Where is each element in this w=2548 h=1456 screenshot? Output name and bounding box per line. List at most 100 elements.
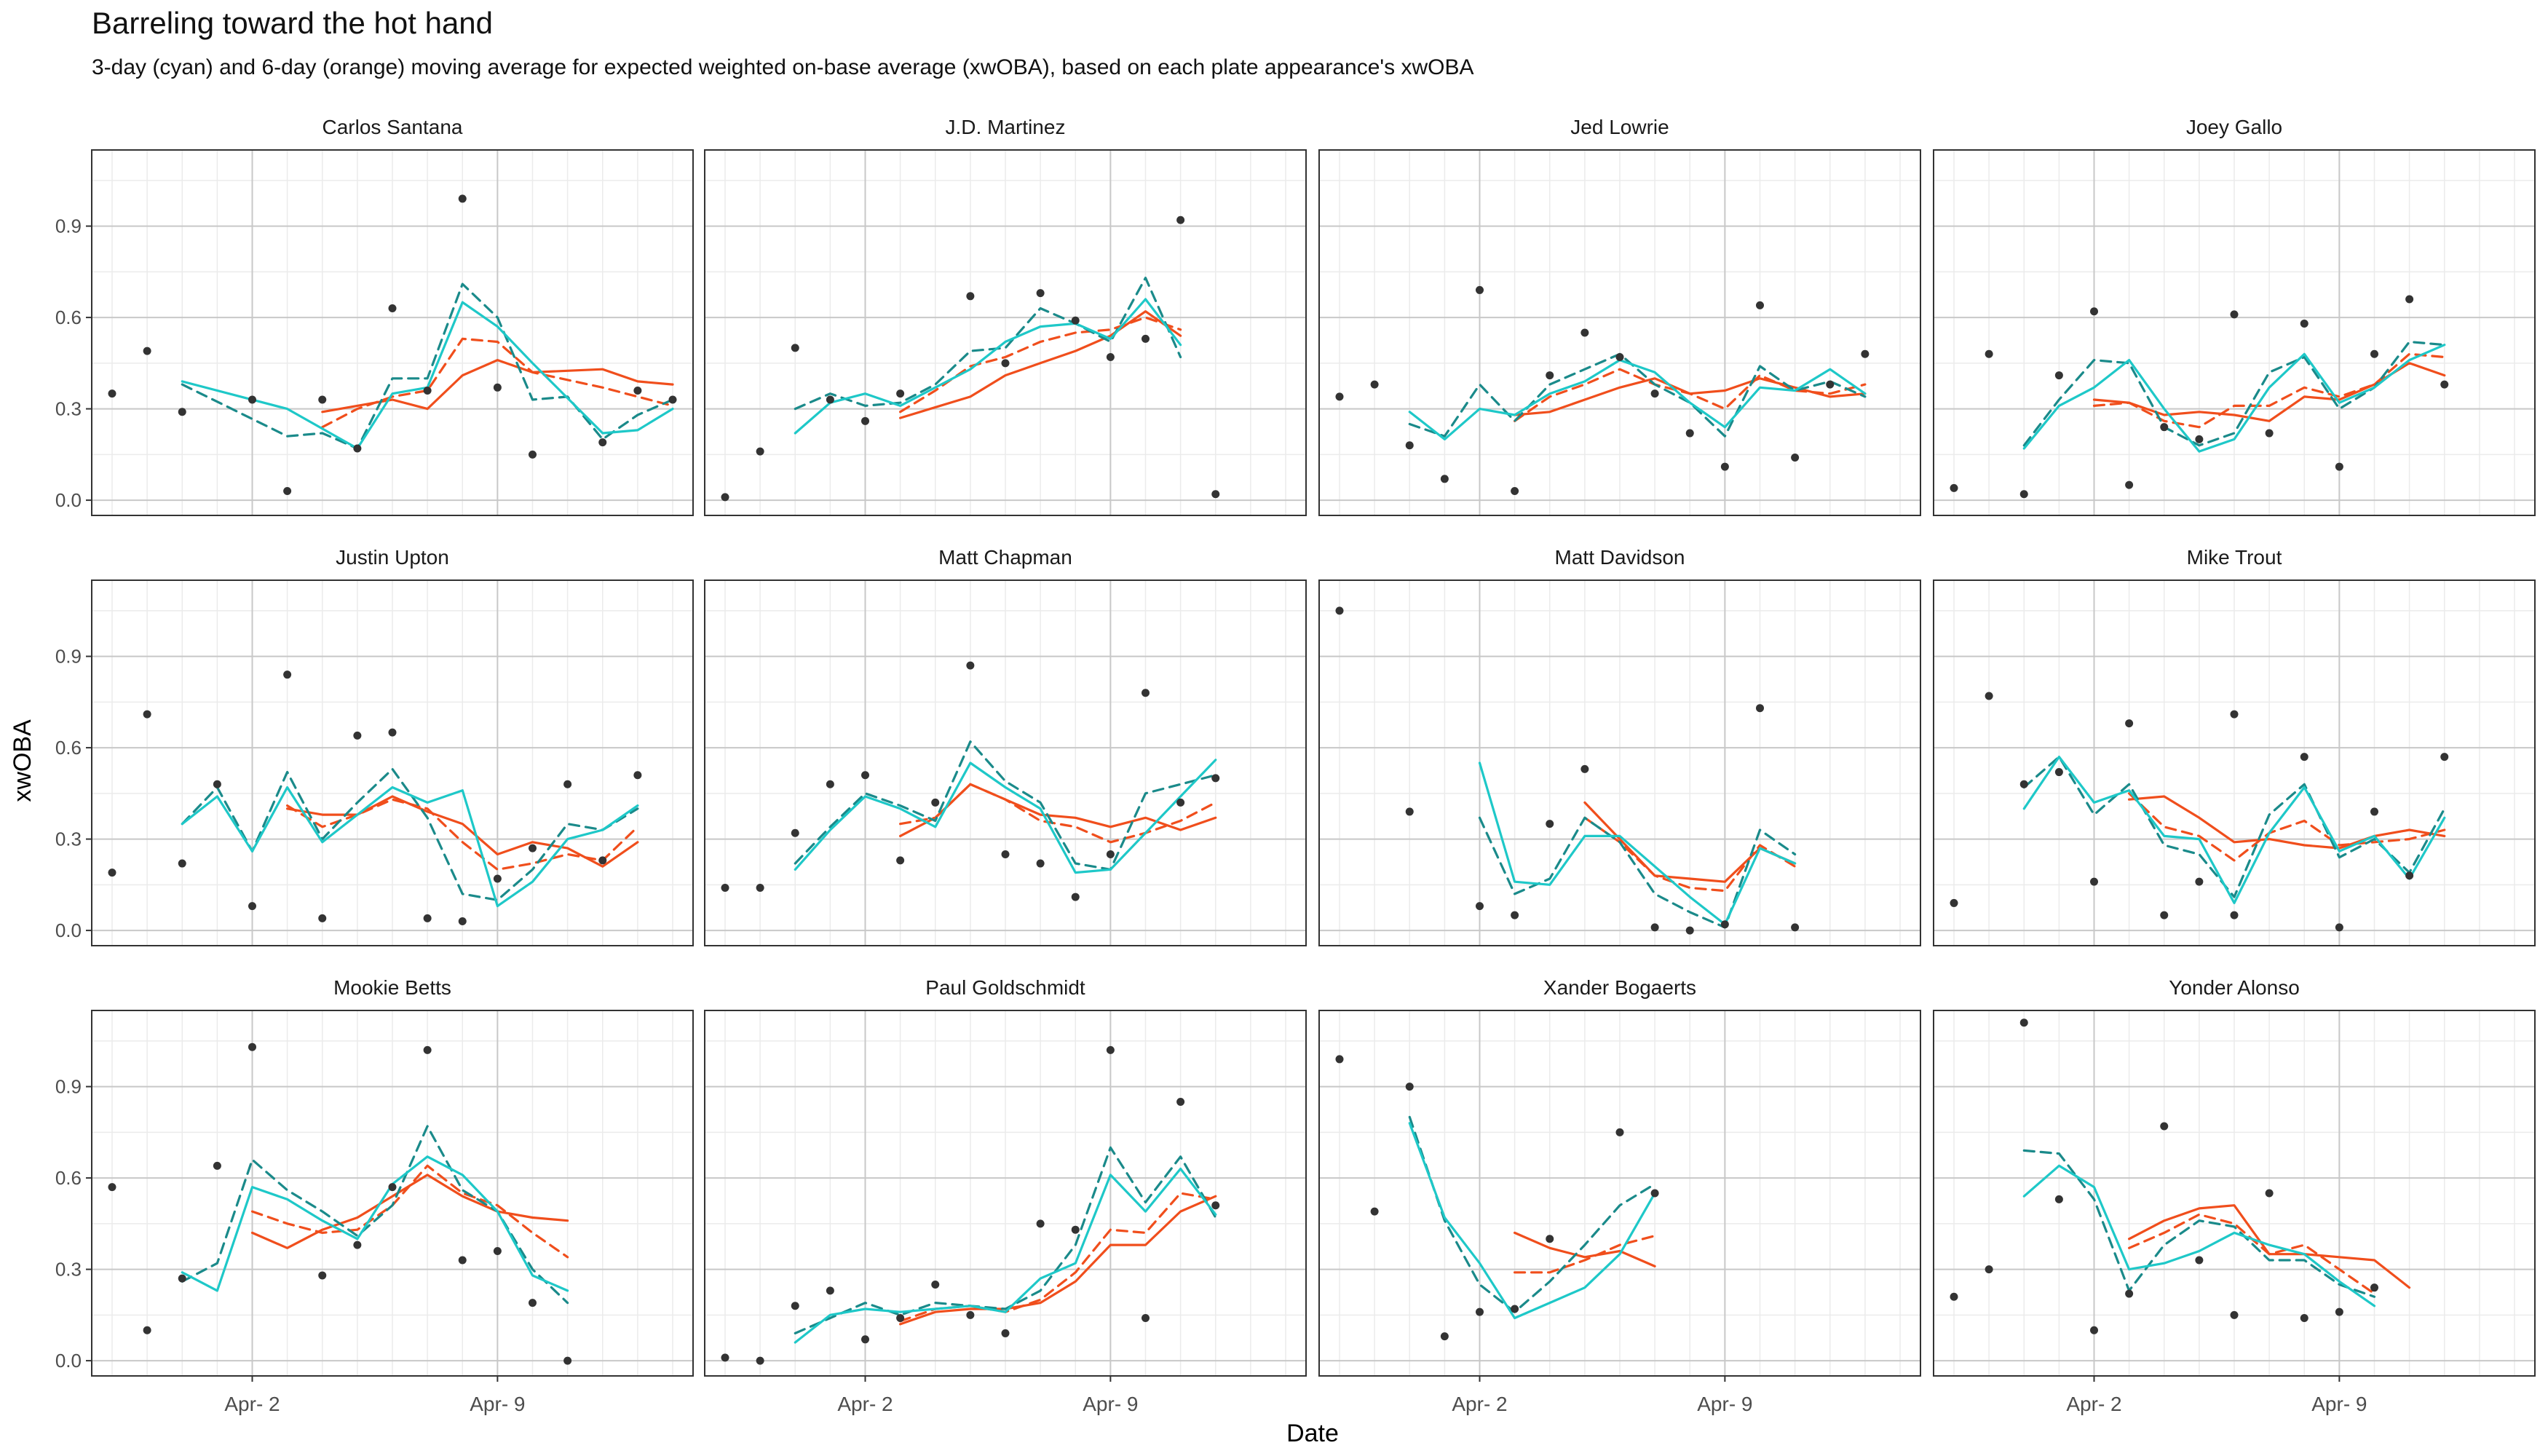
series-6day-line	[898, 1195, 1217, 1326]
data-point	[248, 902, 256, 911]
data-point	[2125, 1289, 2134, 1298]
data-point	[143, 347, 151, 355]
series-3day-line	[1408, 359, 1867, 441]
data-point	[2090, 877, 2098, 886]
data-point	[2230, 310, 2239, 319]
panel-title: Paul Goldschmidt	[925, 976, 1085, 999]
data-point	[2265, 429, 2274, 438]
panel: Jed Lowrie	[1318, 116, 1921, 516]
data-point	[966, 292, 975, 301]
data-point	[826, 395, 834, 404]
data-point	[1950, 898, 1958, 907]
data-point	[2300, 319, 2308, 328]
data-point	[633, 386, 642, 395]
data-point	[2160, 423, 2169, 432]
data-point	[1001, 850, 1010, 858]
y-tick-label: 0.9	[55, 1076, 82, 1098]
data-point	[2090, 307, 2098, 316]
panel-title: Yonder Alonso	[2169, 976, 2300, 999]
series-6day-dashed-line	[2092, 352, 2446, 429]
data-point	[2019, 780, 2028, 788]
panel: Justin Upton 0.0 0.3 0.6 0.9	[55, 546, 694, 946]
panel-border	[1933, 1010, 2536, 1377]
data-point	[2335, 462, 2343, 471]
data-point	[1650, 923, 1659, 932]
y-tick-label: 0.0	[55, 489, 82, 511]
data-point	[108, 389, 116, 398]
data-point	[1142, 1314, 1150, 1323]
y-tick-label: 0.0	[55, 919, 82, 941]
data-point	[791, 344, 799, 352]
data-point	[2019, 490, 2028, 499]
y-tick-label: 0.3	[55, 1259, 82, 1281]
panel-border	[1933, 579, 2536, 946]
data-point	[2019, 1018, 2028, 1027]
panel: J.D. Martinez	[704, 116, 1307, 516]
data-point	[2405, 295, 2414, 304]
data-point	[2335, 923, 2343, 932]
data-point	[1176, 798, 1185, 807]
data-point	[1615, 1128, 1624, 1136]
data-point	[1440, 1332, 1449, 1341]
series-6day-dashed-line	[2128, 1213, 2376, 1295]
data-point	[756, 1356, 764, 1365]
data-point	[213, 780, 221, 788]
data-point	[1071, 316, 1080, 325]
panel-border	[1318, 149, 1921, 516]
series-3day-line	[181, 786, 639, 908]
series-6day-dashed-line	[898, 783, 1217, 844]
data-point	[791, 828, 799, 837]
data-point	[2440, 753, 2449, 761]
data-point	[248, 1042, 256, 1051]
data-point	[2230, 710, 2239, 719]
data-point	[2195, 877, 2204, 886]
panel-title: J.D. Martinez	[946, 116, 1066, 138]
series-6day-dashed-line	[2128, 792, 2446, 862]
panel-title: Joey Gallo	[2186, 116, 2282, 138]
panels-layer: Carlos Santana 0.0 0.3 0.6 0.9 J.D. Martinez J…	[55, 116, 2536, 1415]
y-tick-label: 0.0	[55, 1350, 82, 1372]
panel: Carlos Santana 0.0 0.3 0.6 0.9	[55, 116, 694, 516]
data-point	[318, 1271, 327, 1280]
data-point	[1720, 920, 1729, 929]
data-point	[1950, 483, 1958, 492]
data-point	[493, 383, 502, 392]
panel: Matt Davidson	[1318, 546, 1921, 946]
data-point	[1546, 820, 1554, 828]
data-point	[1511, 911, 1519, 919]
data-point	[143, 710, 151, 719]
data-point	[2160, 911, 2169, 919]
y-tick-label: 0.6	[55, 306, 82, 328]
x-tick-label: Apr- 2	[1452, 1393, 1507, 1415]
data-point	[1580, 328, 1589, 337]
panel-title: Mike Trout	[2187, 546, 2282, 569]
data-point	[493, 874, 502, 883]
series-3day-dashed-line	[1478, 816, 1797, 929]
data-point	[1685, 429, 1694, 438]
data-point	[2195, 435, 2204, 443]
data-point	[143, 1326, 151, 1334]
data-point	[1580, 764, 1589, 773]
data-point	[1756, 704, 1764, 713]
data-point	[1791, 923, 1800, 932]
data-point	[2090, 1326, 2098, 1334]
data-point	[423, 386, 432, 395]
panel-border	[91, 579, 694, 946]
data-point	[1335, 606, 1344, 615]
panel-border	[1933, 149, 2536, 516]
series-6day-dashed-line	[286, 798, 639, 871]
data-point	[1176, 1098, 1185, 1106]
data-point	[668, 395, 677, 404]
data-point	[1720, 462, 1729, 471]
data-point	[896, 1314, 905, 1323]
panel-title: Matt Davidson	[1555, 546, 1685, 569]
series-3day-line	[794, 298, 1182, 435]
data-point	[1071, 893, 1080, 901]
data-point	[1405, 1083, 1414, 1091]
data-point	[2335, 1307, 2343, 1316]
data-point	[2230, 1310, 2239, 1319]
data-point	[529, 450, 537, 459]
series-3day-line	[1478, 761, 1797, 926]
series-6day-line	[2128, 795, 2446, 850]
